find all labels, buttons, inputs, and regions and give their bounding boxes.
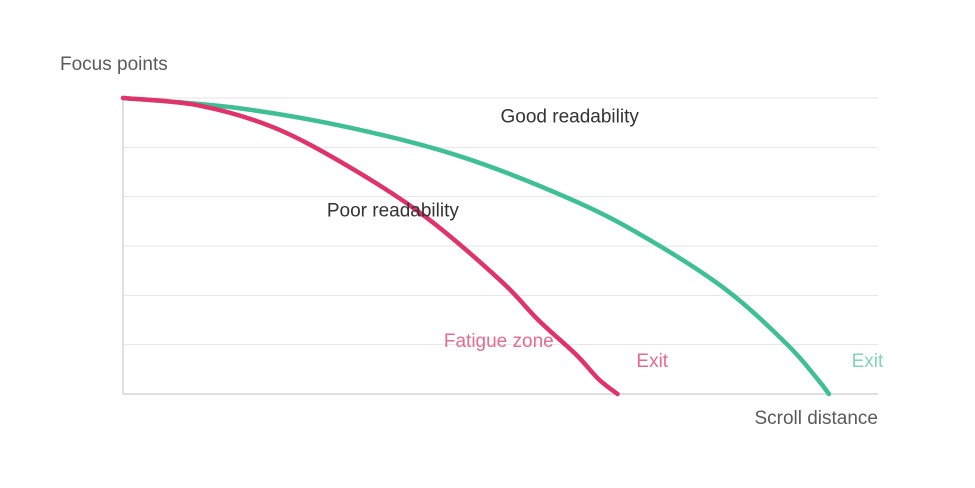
- annotation-poor-label: Poor readability: [327, 200, 460, 221]
- annotation-exit-good: Exit: [852, 351, 884, 372]
- series-line-good: [120, 95, 832, 397]
- series-lines: [120, 95, 832, 397]
- x-axis-label: Scroll distance: [754, 408, 878, 429]
- y-axis-label: Focus points: [60, 54, 168, 75]
- axes: [122, 98, 878, 395]
- series-line-poor: [120, 95, 620, 397]
- annotation-good-label: Good readability: [501, 107, 640, 128]
- annotation-exit-poor: Exit: [636, 351, 668, 372]
- annotation-fatigue: Fatigue zone: [444, 331, 554, 352]
- grid-lines: [123, 97, 878, 346]
- annotations: Poor readability Good readability Fatigue …: [327, 107, 884, 372]
